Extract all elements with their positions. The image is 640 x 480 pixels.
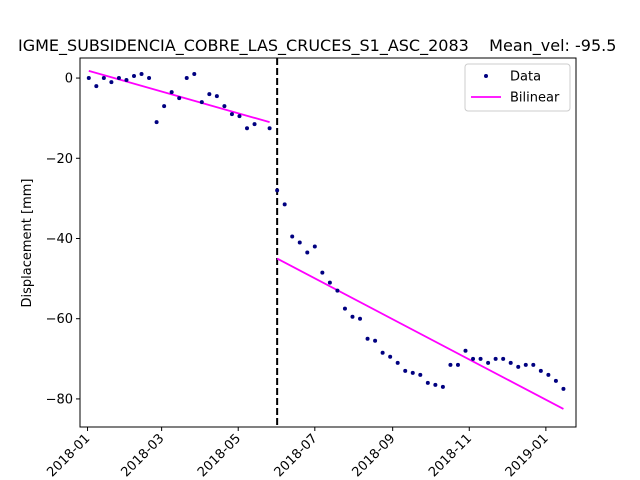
- x-tick-label: 2018-09: [349, 431, 398, 480]
- data-point: [380, 350, 385, 355]
- data-point: [455, 362, 460, 367]
- data-point: [305, 250, 310, 255]
- data-point: [335, 288, 340, 293]
- data-point: [553, 378, 558, 383]
- data-point: [320, 270, 325, 275]
- data-point: [373, 338, 378, 343]
- y-tick-label: −60: [46, 312, 73, 327]
- data-point: [538, 368, 543, 373]
- legend-label-data: Data: [510, 70, 541, 85]
- data-point: [297, 240, 302, 245]
- data-point: [275, 188, 280, 193]
- data-point: [245, 126, 250, 131]
- data-point: [184, 76, 189, 81]
- data-point: [147, 76, 152, 81]
- legend-marker-data: [484, 74, 488, 78]
- data-point: [139, 72, 144, 77]
- data-point: [493, 356, 498, 361]
- data-point: [229, 112, 234, 117]
- data-point: [395, 360, 400, 365]
- y-tick-label: −20: [46, 152, 73, 167]
- y-tick-label: −80: [46, 392, 73, 407]
- plot-content: [86, 58, 566, 427]
- data-point: [516, 364, 521, 369]
- data-point: [154, 120, 159, 125]
- chart-title: IGME_SUBSIDENCIA_COBRE_LAS_CRUCES_S1_ASC…: [18, 36, 616, 56]
- x-tick-label: 2018-05: [195, 431, 244, 480]
- data-point: [523, 362, 528, 367]
- data-point: [327, 280, 332, 285]
- data-point: [403, 368, 408, 373]
- data-point: [508, 360, 513, 365]
- bilinear-segment: [276, 257, 564, 410]
- data-point: [418, 372, 423, 377]
- y-tick-label: 0: [65, 72, 73, 87]
- x-tick-label: 2018-11: [426, 431, 475, 480]
- data-point: [109, 80, 114, 85]
- data-point: [101, 76, 106, 81]
- data-point: [365, 336, 370, 341]
- data-point: [546, 372, 551, 377]
- data-point: [350, 314, 355, 319]
- data-point: [94, 84, 99, 89]
- data-point: [358, 316, 363, 321]
- data-point: [252, 122, 257, 127]
- data-point: [410, 370, 415, 375]
- y-axis-label: Displacement [mm]: [20, 179, 35, 308]
- data-point: [177, 96, 182, 101]
- y-tick-label: −40: [46, 232, 73, 247]
- data-point: [267, 126, 272, 131]
- data-point: [207, 92, 212, 97]
- data-point: [86, 76, 91, 81]
- data-point: [199, 100, 204, 105]
- data-point: [282, 202, 287, 207]
- x-tick-label: 2018-03: [118, 431, 167, 480]
- data-point: [169, 90, 174, 95]
- data-point: [463, 348, 468, 353]
- x-tick-label: 2019-01: [503, 431, 552, 480]
- data-point: [192, 72, 197, 77]
- data-point: [501, 356, 506, 361]
- data-point: [478, 356, 483, 361]
- data-point: [486, 360, 491, 365]
- data-point: [214, 94, 219, 99]
- x-tick-label: 2018-07: [272, 431, 321, 480]
- data-point: [531, 362, 536, 367]
- data-point: [425, 380, 430, 385]
- data-point: [162, 104, 167, 109]
- data-point: [131, 74, 136, 79]
- data-point: [290, 234, 295, 239]
- plot-area: 0 −20 −40 −60 −80 2018-01 2018-03 2018-05 2018-0…: [44, 58, 566, 480]
- legend: Data Bilinear: [464, 63, 571, 112]
- x-tick-label: 2018-01: [44, 431, 93, 480]
- data-point: [388, 354, 393, 359]
- data-point: [448, 362, 453, 367]
- data-point: [237, 114, 242, 119]
- data-point: [561, 386, 566, 391]
- data-point: [222, 104, 227, 109]
- plot-frame: [79, 57, 577, 428]
- data-point: [312, 244, 317, 249]
- legend-label-bilinear: Bilinear: [510, 91, 560, 106]
- data-point: [342, 306, 347, 311]
- data-point: [124, 78, 129, 83]
- data-point: [440, 384, 445, 389]
- data-point: [433, 382, 438, 387]
- legend-box: [464, 63, 571, 112]
- data-point: [116, 76, 121, 81]
- data-point: [471, 356, 476, 361]
